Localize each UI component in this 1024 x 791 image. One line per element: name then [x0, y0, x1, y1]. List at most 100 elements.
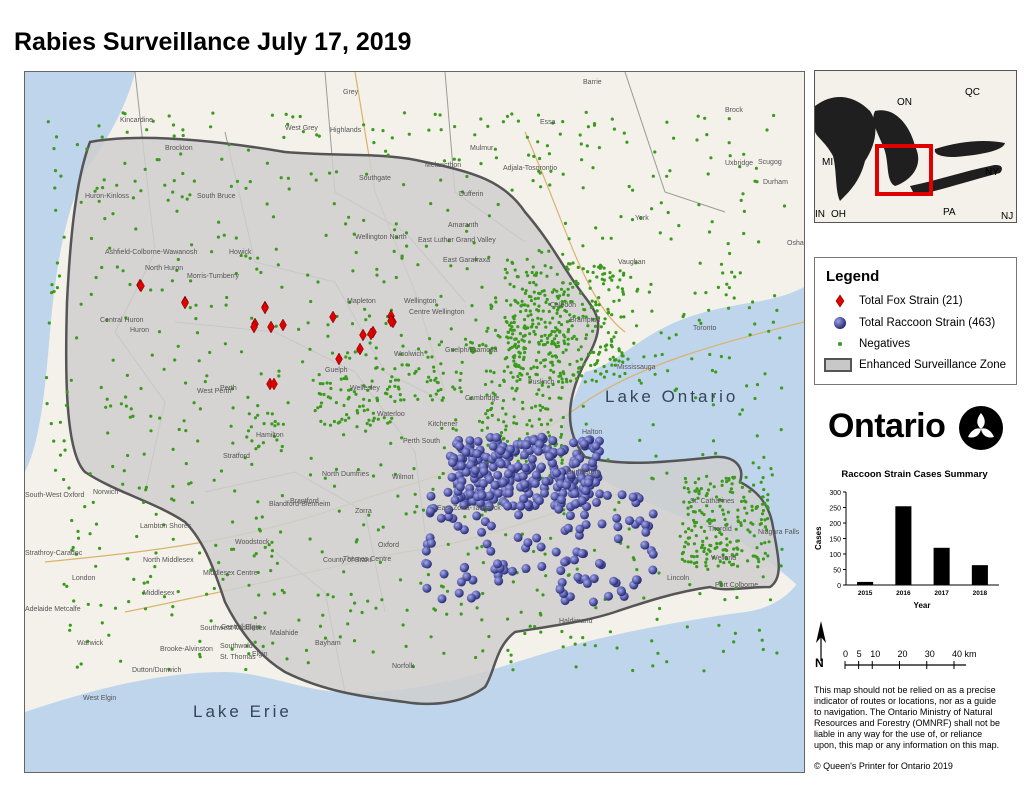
- fox-strain-case: [279, 318, 287, 332]
- negative-sample: [565, 320, 570, 324]
- raccoon-strain-case: [465, 436, 475, 446]
- negative-sample: [162, 367, 166, 371]
- negative-sample: [70, 548, 74, 552]
- negative-sample: [702, 669, 706, 673]
- negative-sample: [128, 282, 132, 287]
- negative-sample: [718, 542, 722, 546]
- negative-sample: [544, 574, 548, 578]
- negative-sample: [64, 403, 69, 407]
- negative-sample: [681, 522, 685, 526]
- negative-sample: [603, 272, 607, 276]
- negative-sample: [501, 399, 506, 403]
- raccoon-strain-case: [426, 491, 436, 501]
- negative-sample: [547, 434, 552, 438]
- negative-sample: [304, 648, 309, 653]
- negative-sample: [382, 280, 386, 284]
- negative-sample: [764, 528, 769, 532]
- negative-sample: [699, 321, 703, 325]
- raccoon-strain-case: [459, 500, 469, 510]
- negative-sample: [316, 406, 320, 410]
- negative-sample: [351, 269, 355, 273]
- negative-sample: [609, 343, 613, 347]
- negative-sample: [654, 454, 658, 458]
- negative-sample: [384, 149, 388, 153]
- negative-sample: [133, 179, 137, 183]
- negative-sample: [537, 388, 541, 392]
- raccoon-strain-case: [575, 524, 585, 534]
- negative-sample: [229, 424, 233, 428]
- negative-sample: [659, 201, 663, 205]
- negative-sample: [221, 577, 225, 581]
- negative-sample: [625, 140, 629, 144]
- negative-sample: [192, 401, 196, 405]
- negative-sample: [231, 520, 235, 524]
- negative-sample: [748, 530, 752, 534]
- negative-sample: [546, 340, 550, 344]
- raccoon-strain-case: [570, 555, 579, 565]
- negative-sample: [233, 489, 237, 493]
- negative-sample: [516, 374, 520, 378]
- negative-sample: [780, 386, 784, 390]
- negative-sample: [735, 552, 739, 556]
- negative-sample: [259, 372, 263, 376]
- negative-sample: [279, 449, 283, 453]
- negative-sample: [529, 299, 534, 303]
- negative-sample: [279, 530, 283, 534]
- negative-sample: [512, 421, 516, 425]
- negative-sample: [591, 329, 595, 333]
- negative-sample: [144, 485, 148, 489]
- negative-sample: [239, 253, 243, 258]
- lake-huron-edge: [25, 72, 135, 472]
- negative-sample: [474, 318, 478, 322]
- negative-sample: [309, 299, 313, 304]
- place-label: Guelph: [325, 367, 348, 374]
- negative-sample: [691, 510, 696, 514]
- negative-sample: [155, 158, 159, 162]
- negative-sample: [708, 543, 712, 547]
- negative-sample: [545, 336, 550, 340]
- negative-sample: [668, 169, 672, 173]
- raccoon-strain-case: [617, 490, 627, 500]
- x-tick-label: 2016: [896, 590, 911, 597]
- negative-sample: [552, 337, 557, 341]
- negative-sample: [697, 477, 701, 481]
- negative-sample: [442, 159, 447, 163]
- negative-sample: [488, 369, 493, 373]
- raccoon-strain-case: [461, 467, 471, 477]
- negative-sample: [270, 540, 274, 544]
- negative-sample: [683, 476, 688, 481]
- negative-sample: [489, 351, 493, 355]
- y-tick-label: 200: [829, 521, 841, 528]
- negative-sample: [354, 392, 358, 396]
- negative-sample: [145, 128, 149, 132]
- negative-sample: [368, 341, 372, 345]
- negative-sample: [715, 541, 719, 546]
- negative-sample: [536, 113, 541, 117]
- negative-sample: [371, 419, 375, 423]
- negative-sample: [198, 639, 202, 644]
- negative-sample: [356, 468, 360, 472]
- negative-sample: [561, 645, 565, 649]
- negative-sample: [725, 282, 729, 286]
- negative-sample: [466, 223, 470, 228]
- place-label: Southwest Middlesex: [200, 625, 267, 632]
- negative-sample: [249, 425, 253, 429]
- negative-sample: [549, 266, 553, 270]
- map-title: Rabies Surveillance July 17, 2019: [14, 28, 412, 56]
- negative-sample: [694, 534, 698, 538]
- negative-sample: [658, 231, 662, 235]
- negative-sample: [458, 378, 462, 382]
- negative-sample: [590, 299, 594, 303]
- raccoon-strain-case: [588, 458, 597, 468]
- negative-sample: [755, 383, 760, 387]
- negative-sample: [446, 208, 450, 212]
- negative-sample: [732, 547, 736, 551]
- negative-sample: [514, 337, 518, 341]
- legend-title: Legend: [826, 268, 880, 285]
- negative-sample: [561, 380, 565, 384]
- negative-sample: [449, 264, 453, 268]
- main-map[interactable]: Kincardine Brockton Huron-Kinloss South Bru…: [24, 71, 805, 773]
- negative-sample: [535, 365, 539, 370]
- negative-sample: [552, 341, 556, 345]
- negative-sample: [354, 250, 358, 255]
